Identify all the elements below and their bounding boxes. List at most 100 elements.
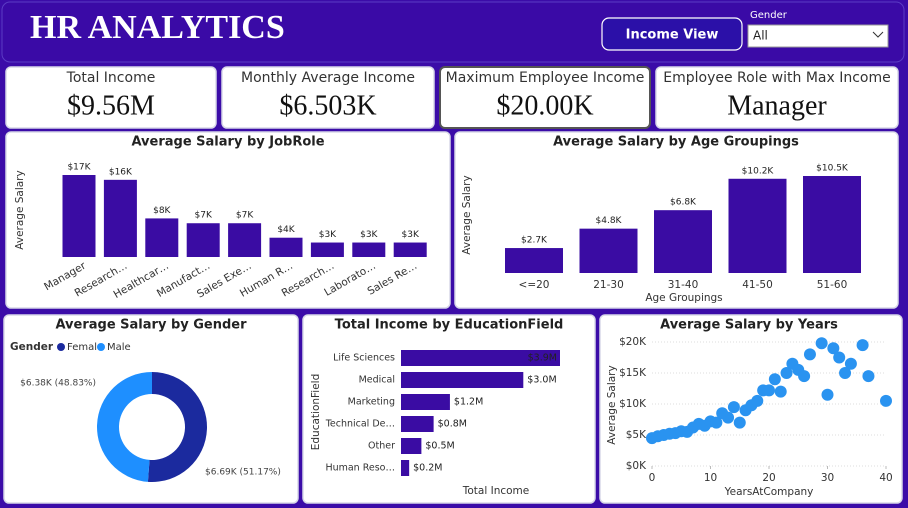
slicer-value[interactable]: All bbox=[753, 29, 768, 43]
chart-title: Average Salary by Age Groupings bbox=[553, 135, 799, 150]
scatter-point bbox=[780, 367, 793, 379]
value-label: $16K bbox=[109, 167, 133, 177]
value-label: $0.2M bbox=[413, 463, 442, 474]
chart-title: Average Salary by Gender bbox=[55, 318, 247, 333]
legend-label: Male bbox=[107, 342, 131, 353]
bar bbox=[401, 416, 434, 432]
bar bbox=[401, 438, 422, 454]
y-axis-label: EducationField bbox=[310, 374, 322, 451]
dashboard-title: HR ANALYTICS bbox=[30, 9, 285, 46]
scatter-point bbox=[710, 416, 723, 429]
legend-swatch bbox=[57, 343, 65, 351]
value-label: $3K bbox=[319, 230, 337, 240]
scatter-point bbox=[774, 385, 787, 398]
x-axis-label: Age Groupings bbox=[645, 292, 722, 304]
kpi-value: $6.503K bbox=[279, 90, 376, 121]
bar bbox=[269, 237, 303, 257]
bar bbox=[186, 223, 220, 257]
value-label: $6.8K bbox=[670, 198, 697, 208]
bar bbox=[505, 248, 563, 273]
y-tick-label: Medical bbox=[359, 375, 395, 386]
bar bbox=[352, 242, 386, 257]
dropdown-chevron[interactable] bbox=[872, 31, 884, 38]
button-label[interactable]: Income View bbox=[626, 28, 719, 43]
scatter-point bbox=[751, 394, 764, 407]
bar bbox=[401, 460, 410, 476]
x-tick-label: 40 bbox=[879, 472, 892, 484]
value-label: $7K bbox=[195, 211, 213, 221]
x-tick-label: 51-60 bbox=[817, 279, 848, 291]
income-view-button[interactable] bbox=[601, 17, 743, 51]
y-tick-label: Human Reso… bbox=[325, 463, 395, 474]
y-tick-label: $20K bbox=[619, 336, 647, 348]
bar bbox=[401, 350, 560, 366]
legend-title: Gender bbox=[10, 341, 54, 353]
y-axis-label: Average Salary bbox=[606, 365, 618, 444]
kpi-card bbox=[655, 66, 899, 129]
chart-title: Average Salary by Years bbox=[660, 318, 838, 333]
value-label: $3K bbox=[360, 230, 378, 240]
chart-panel bbox=[3, 314, 299, 504]
x-tick-label: 0 bbox=[649, 472, 656, 484]
y-tick-label: $5K bbox=[626, 429, 647, 441]
bar bbox=[393, 242, 427, 257]
bar bbox=[654, 210, 712, 273]
scatter-point bbox=[821, 388, 834, 401]
kpi-title: Total Income bbox=[66, 70, 156, 86]
kpi-value: Manager bbox=[727, 90, 827, 121]
donut-slice bbox=[96, 372, 152, 482]
kpi-title: Employee Role with Max Income bbox=[663, 70, 890, 86]
bar bbox=[728, 178, 787, 273]
scatter-point bbox=[803, 348, 816, 361]
kpi-value: $20.00K bbox=[496, 90, 593, 121]
kpi-title: Maximum Employee Income bbox=[446, 70, 645, 86]
scatter-point bbox=[880, 394, 892, 407]
value-label: $3.0M bbox=[527, 375, 556, 386]
y-axis-label: Average Salary bbox=[14, 170, 26, 249]
bar bbox=[579, 228, 638, 273]
chart-panel bbox=[5, 131, 451, 309]
y-tick-label: $0K bbox=[626, 460, 647, 472]
value-label: $0.5M bbox=[425, 441, 454, 452]
y-tick-label: Technical De… bbox=[325, 419, 395, 430]
x-tick-label: 21-30 bbox=[593, 279, 624, 291]
scatter-point bbox=[839, 367, 852, 379]
donut-slice bbox=[147, 372, 207, 482]
scatter-point bbox=[733, 416, 746, 429]
slicer-label: Gender bbox=[750, 10, 788, 21]
value-label: $1.2M bbox=[454, 397, 483, 408]
kpi-card bbox=[221, 66, 435, 129]
bar bbox=[228, 223, 262, 257]
bar bbox=[803, 176, 861, 273]
x-tick-label: 30 bbox=[821, 472, 834, 484]
slice-label: $6.69K (51.17%) bbox=[205, 468, 281, 478]
legend-label: Female bbox=[67, 342, 103, 353]
value-label: $3K bbox=[402, 230, 420, 240]
chart-title: Average Salary by JobRole bbox=[131, 135, 324, 150]
x-tick-label: <=20 bbox=[519, 279, 550, 291]
scatter-point bbox=[862, 370, 875, 383]
slice-label: $6.38K (48.83%) bbox=[20, 379, 96, 389]
x-tick-label: 31-40 bbox=[668, 279, 699, 291]
scatter-point bbox=[798, 370, 811, 383]
value-label: $7K bbox=[236, 211, 254, 221]
value-label: $2.7K bbox=[521, 236, 548, 246]
kpi-value: $9.56M bbox=[67, 90, 155, 121]
scatter-point bbox=[815, 337, 828, 350]
x-axis-label: Total Income bbox=[462, 485, 530, 497]
bar bbox=[401, 394, 450, 410]
value-label: $3.9M bbox=[528, 353, 557, 364]
scatter-point bbox=[768, 373, 781, 386]
x-tick-label: 20 bbox=[762, 472, 775, 484]
legend-swatch bbox=[97, 343, 105, 351]
bar bbox=[145, 218, 179, 257]
slicer-dropdown[interactable] bbox=[747, 24, 889, 48]
scatter-point bbox=[722, 411, 735, 424]
value-label: $4K bbox=[277, 225, 295, 235]
scatter-point bbox=[844, 357, 857, 370]
scatter-point bbox=[727, 401, 740, 414]
bar bbox=[310, 242, 344, 257]
bar bbox=[401, 372, 524, 388]
value-label: $8K bbox=[153, 206, 171, 216]
